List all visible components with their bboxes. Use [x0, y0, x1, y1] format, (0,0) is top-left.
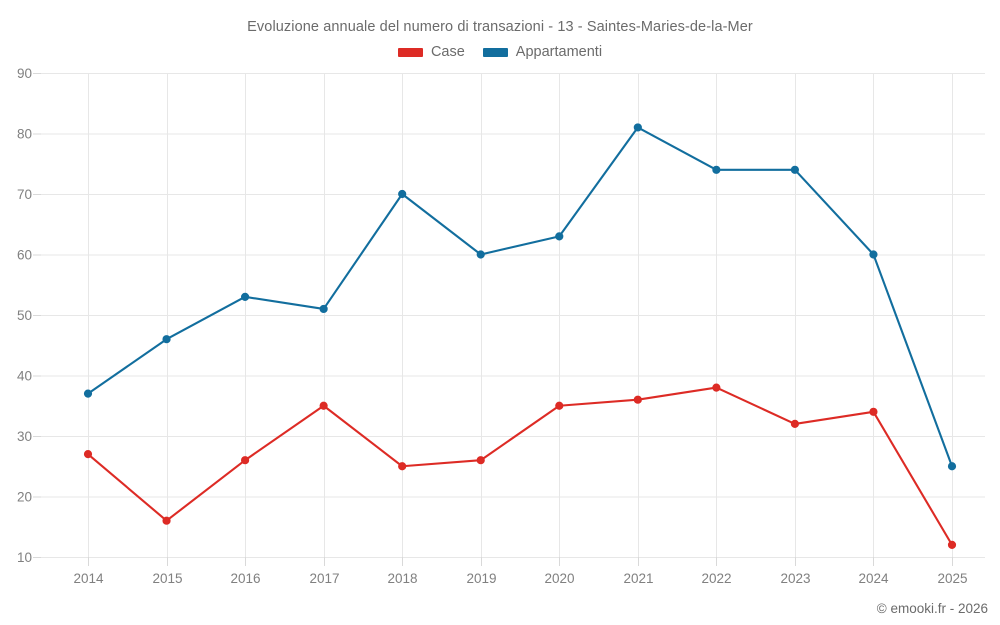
- legend-item-appartamenti[interactable]: Appartamenti: [482, 44, 603, 60]
- y-axis-tick-label: 20: [17, 490, 32, 505]
- x-axis-tick-label: 2025: [937, 571, 967, 586]
- data-point[interactable]: [162, 516, 171, 525]
- x-axis-tick-label: 2024: [858, 571, 889, 586]
- series-layer: [83, 123, 957, 550]
- data-point[interactable]: [712, 165, 721, 174]
- x-axis-tick-label: 2019: [466, 571, 496, 586]
- y-axis-tick-label: 70: [17, 187, 32, 202]
- data-point[interactable]: [83, 450, 93, 459]
- chart-title: Evoluzione annuale del numero di transaz…: [247, 19, 753, 35]
- data-point[interactable]: [476, 456, 485, 465]
- legend-swatch-icon-case: [397, 47, 423, 57]
- y-axis-tick-label: 60: [17, 248, 32, 263]
- x-axis-tick-label: 2020: [544, 571, 574, 586]
- y-axis-tick-label: 50: [17, 308, 32, 323]
- data-point[interactable]: [83, 389, 93, 398]
- series-line-case: [86, 386, 954, 546]
- data-point[interactable]: [869, 407, 878, 416]
- series-line-appartamenti: [86, 126, 954, 468]
- y-axis-tick-label: 30: [17, 429, 32, 444]
- data-point[interactable]: [319, 401, 328, 410]
- y-axis-tick-label: 10: [17, 550, 32, 565]
- data-point[interactable]: [555, 232, 564, 241]
- data-point[interactable]: [947, 462, 957, 471]
- x-axis-tick-label: 2015: [152, 571, 182, 586]
- y-axis-tick-label: 40: [17, 369, 32, 384]
- chart-legend: Case Appartamenti: [0, 44, 1000, 60]
- grid-layer: [41, 73, 985, 558]
- footer-credit: © emooki.fr - 2026: [876, 601, 988, 616]
- data-point[interactable]: [240, 292, 250, 301]
- x-axis-tick-label: 2017: [309, 571, 339, 586]
- data-point[interactable]: [555, 401, 564, 410]
- data-point[interactable]: [162, 335, 171, 344]
- data-point[interactable]: [790, 419, 800, 428]
- data-point[interactable]: [398, 462, 407, 471]
- data-point[interactable]: [633, 123, 642, 132]
- x-axis-tick-label: 2018: [387, 571, 417, 586]
- data-point[interactable]: [476, 250, 485, 259]
- x-axis-tick-label: 2022: [701, 571, 731, 586]
- data-point[interactable]: [319, 304, 328, 314]
- data-point[interactable]: [398, 189, 407, 199]
- x-axis-tick-label: 2016: [230, 571, 260, 586]
- y-axis-tick-label: 90: [17, 66, 32, 81]
- data-point[interactable]: [240, 456, 250, 465]
- tick-layer: [33, 73, 953, 566]
- y-axis-tick-label: 80: [17, 127, 32, 142]
- legend-label-appartamenti: Appartamenti: [515, 44, 603, 60]
- data-point[interactable]: [790, 165, 800, 174]
- data-point[interactable]: [869, 250, 878, 259]
- x-axis-labels: 2014 2015 2016 2017 2018 2019 2020 2021 2022 2023…: [73, 571, 967, 586]
- x-axis-tick-label: 2014: [73, 571, 104, 586]
- legend-swatch-icon-appartamenti: [482, 47, 508, 57]
- data-point[interactable]: [947, 540, 957, 550]
- x-axis-tick-label: 2023: [780, 571, 810, 586]
- x-axis-tick-label: 2021: [623, 571, 653, 586]
- y-axis-labels: 10 20 30 40 50 60 70 80 90: [17, 66, 32, 565]
- legend-item-case[interactable]: Case: [397, 44, 465, 60]
- data-point[interactable]: [633, 395, 642, 404]
- data-point[interactable]: [712, 383, 721, 392]
- legend-label-case: Case: [430, 44, 465, 60]
